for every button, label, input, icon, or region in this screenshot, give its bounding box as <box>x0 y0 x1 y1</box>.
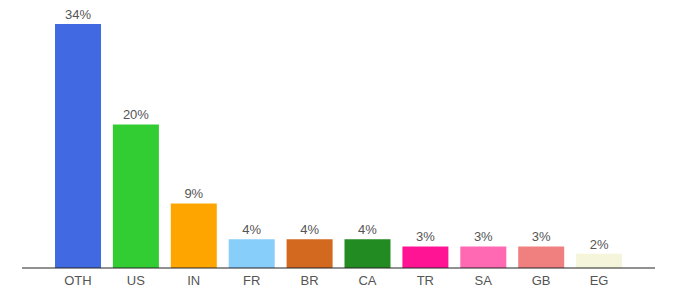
svg-text:US: US <box>127 273 145 288</box>
svg-text:34%: 34% <box>65 7 91 22</box>
svg-text:CA: CA <box>358 273 376 288</box>
svg-text:IN: IN <box>187 273 200 288</box>
svg-text:OTH: OTH <box>64 273 91 288</box>
svg-text:2%: 2% <box>590 237 609 252</box>
svg-text:4%: 4% <box>300 222 319 237</box>
svg-text:TR: TR <box>417 273 434 288</box>
svg-text:3%: 3% <box>416 229 435 244</box>
svg-text:9%: 9% <box>184 186 203 201</box>
svg-text:BR: BR <box>301 273 319 288</box>
svg-text:FR: FR <box>243 273 260 288</box>
svg-text:SA: SA <box>475 273 493 288</box>
svg-text:4%: 4% <box>358 222 377 237</box>
svg-text:4%: 4% <box>242 222 261 237</box>
svg-text:3%: 3% <box>474 229 493 244</box>
svg-text:3%: 3% <box>532 229 551 244</box>
svg-text:20%: 20% <box>123 107 149 122</box>
svg-text:EG: EG <box>590 273 609 288</box>
svg-text:GB: GB <box>532 273 551 288</box>
